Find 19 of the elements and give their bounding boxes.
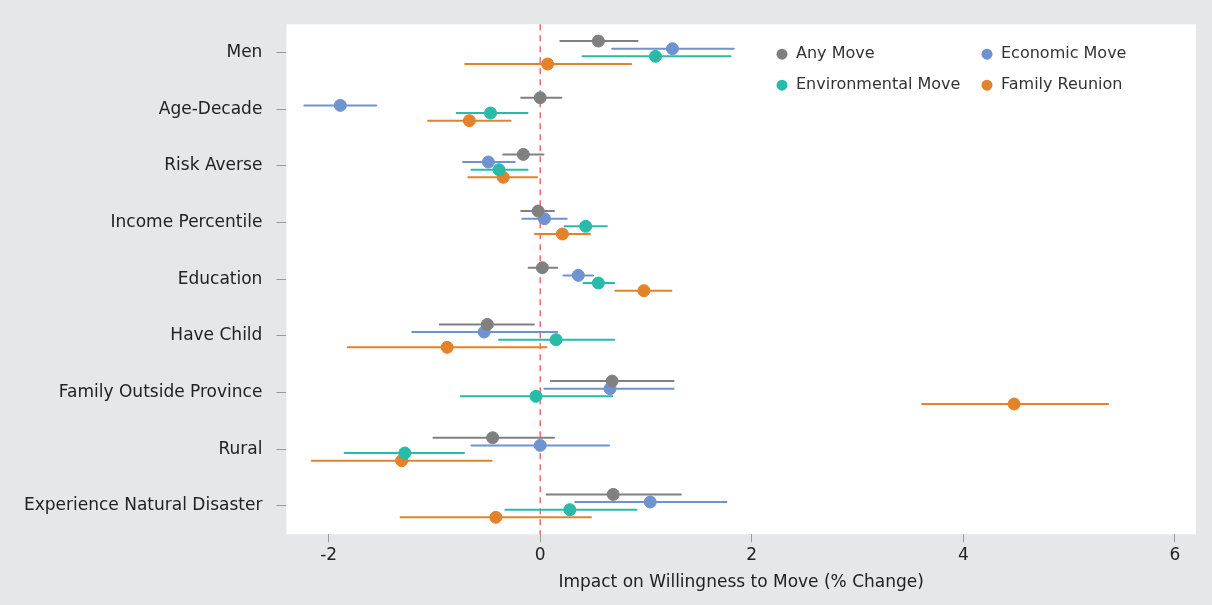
legend-label: Any Move — [796, 43, 875, 63]
y-tick-label: Income Percentile — [110, 210, 263, 231]
legend-label: Environmental Move — [796, 74, 961, 94]
y-tick-label: Education — [177, 267, 263, 288]
x-tick-label: 0 — [534, 543, 546, 564]
legend-label: Family Reunion — [1001, 74, 1123, 94]
y-tick-label: Risk Averse — [164, 154, 263, 175]
legend-label: Economic Move — [1001, 43, 1127, 63]
x-tick-label: 4 — [957, 543, 969, 564]
x-tick-label: 6 — [1169, 543, 1181, 564]
y-tick-label: Family Outside Province — [58, 380, 263, 401]
x-tick-label: -2 — [320, 543, 338, 564]
y-tick-label: Men — [226, 40, 263, 61]
y-tick-label: Age-Decade — [158, 97, 263, 118]
y-tick-label: Rural — [218, 437, 263, 458]
x-axis-title: Impact on Willingness to Move (% Change) — [558, 571, 924, 592]
y-tick-label: Have Child — [170, 324, 263, 345]
y-tick-label: Experience Natural Disaster — [24, 494, 263, 515]
x-tick-label: 2 — [746, 543, 758, 564]
